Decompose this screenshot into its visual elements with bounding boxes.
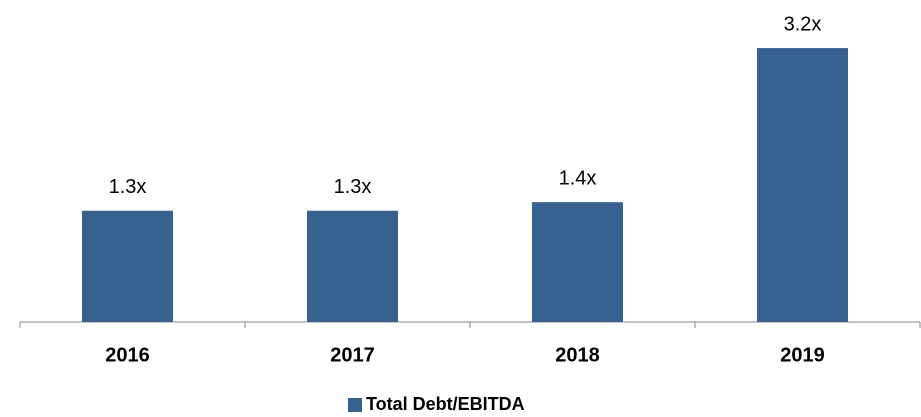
bar [532,202,623,322]
legend-swatch [348,398,362,412]
x-tick-label: 2016 [105,344,150,366]
data-label: 3.2x [784,13,822,35]
x-tick-label: 2019 [780,344,825,366]
bar [307,210,398,322]
data-label: 1.3x [334,176,372,198]
data-label: 1.3x [109,176,147,198]
x-tick-label: 2018 [555,344,600,366]
bar [757,48,848,323]
x-tick-label: 2017 [330,344,375,366]
bar [82,210,173,322]
legend-label: Total Debt/EBITDA [366,394,525,414]
data-label: 1.4x [559,167,597,189]
